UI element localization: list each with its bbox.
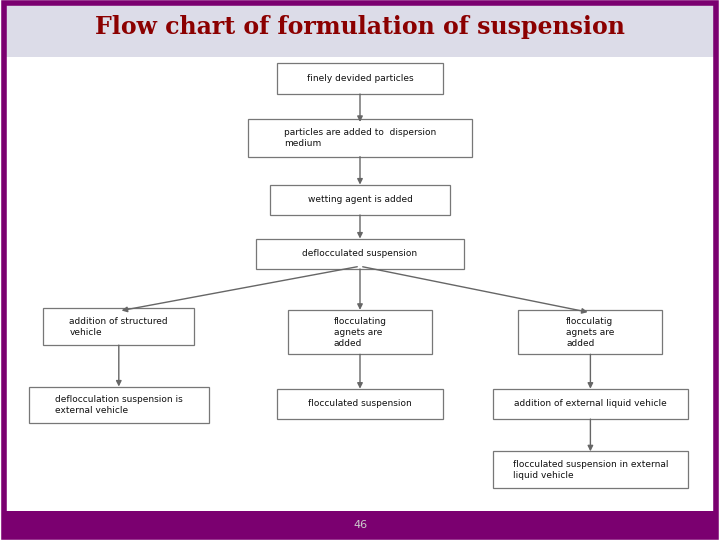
Text: wetting agent is added: wetting agent is added bbox=[307, 195, 413, 204]
Text: deflocculation suspension is
external vehicle: deflocculation suspension is external ve… bbox=[55, 395, 183, 415]
Text: 46: 46 bbox=[353, 520, 367, 530]
Text: flocculated suspension in external
liquid vehicle: flocculated suspension in external liqui… bbox=[513, 460, 668, 480]
FancyBboxPatch shape bbox=[248, 119, 472, 157]
FancyBboxPatch shape bbox=[277, 389, 443, 419]
Text: particles are added to  dispersion
medium: particles are added to dispersion medium bbox=[284, 127, 436, 148]
Text: deflocculated suspension: deflocculated suspension bbox=[302, 249, 418, 258]
FancyBboxPatch shape bbox=[493, 389, 688, 419]
FancyBboxPatch shape bbox=[493, 451, 688, 488]
Text: addition of structured
vehicle: addition of structured vehicle bbox=[70, 316, 168, 337]
Bar bbox=[4, 3, 716, 57]
FancyBboxPatch shape bbox=[518, 310, 662, 354]
FancyBboxPatch shape bbox=[288, 310, 432, 354]
Text: flocculated suspension: flocculated suspension bbox=[308, 400, 412, 408]
Text: addition of external liquid vehicle: addition of external liquid vehicle bbox=[514, 400, 667, 408]
FancyBboxPatch shape bbox=[29, 387, 209, 423]
FancyBboxPatch shape bbox=[270, 185, 450, 215]
Bar bbox=[4, 511, 716, 537]
Text: flocculatig
agnets are
added: flocculatig agnets are added bbox=[566, 316, 615, 348]
Text: flocculating
agnets are
added: flocculating agnets are added bbox=[333, 316, 387, 348]
FancyBboxPatch shape bbox=[256, 239, 464, 269]
Text: Flow chart of formulation of suspension: Flow chart of formulation of suspension bbox=[95, 15, 625, 39]
Text: finely devided particles: finely devided particles bbox=[307, 74, 413, 83]
FancyBboxPatch shape bbox=[43, 308, 194, 345]
FancyBboxPatch shape bbox=[277, 63, 443, 94]
